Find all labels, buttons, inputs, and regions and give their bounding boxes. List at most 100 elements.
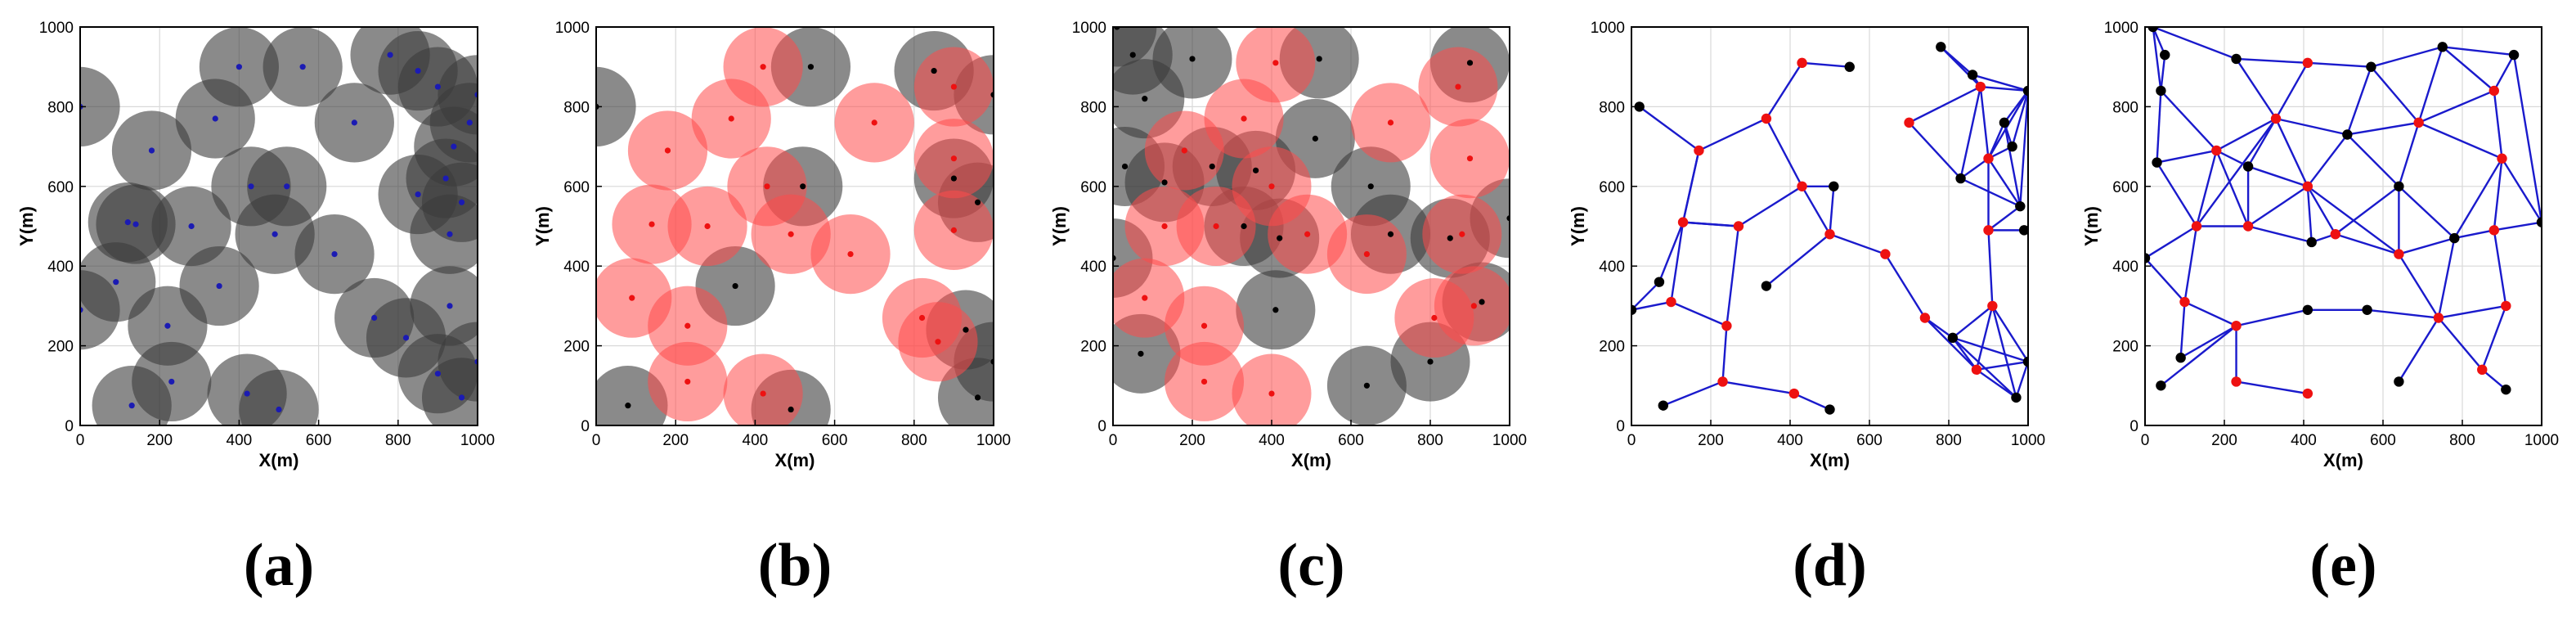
- sensor-node: [760, 64, 766, 70]
- x-tick-label: 0: [1109, 432, 1118, 449]
- network-edge: [2156, 161, 2198, 227]
- network-node: [2231, 53, 2242, 65]
- sensor-node: [684, 378, 691, 385]
- network-node: [2022, 356, 2028, 367]
- sensor-node: [212, 115, 218, 122]
- network-edge: [2454, 229, 2495, 240]
- y-tick-label: 800: [47, 99, 74, 116]
- x-axis-label: X(m): [775, 450, 815, 470]
- network-edge: [1638, 106, 1700, 151]
- network-edge: [1698, 117, 1767, 152]
- y-tick-label: 600: [1080, 179, 1106, 196]
- sensor-node: [728, 115, 734, 122]
- sensor-node: [415, 67, 421, 74]
- selected-node: [2501, 300, 2511, 312]
- network-edge: [1972, 74, 2028, 92]
- sensor-node: [1455, 83, 1461, 90]
- network-edge: [2437, 237, 2456, 318]
- selected-node: [1971, 364, 1982, 376]
- sensor-node: [1142, 295, 1148, 301]
- selected-node: [2302, 181, 2313, 191]
- sensor-node: [800, 183, 806, 190]
- sensor-node: [1268, 183, 1275, 190]
- sensor-node: [1272, 60, 1279, 66]
- network-node: [1955, 173, 1966, 184]
- x-tick-label: 400: [1259, 432, 1285, 449]
- selected-node: [2488, 225, 2499, 236]
- sensor-node: [931, 67, 937, 74]
- network-node: [2501, 384, 2511, 395]
- selected-node: [1983, 153, 1994, 164]
- sensor-node: [236, 64, 242, 70]
- sensor-node: [629, 295, 635, 301]
- sensor-node: [1121, 163, 1129, 170]
- network-edge: [1670, 222, 1685, 303]
- network-edge: [2398, 185, 2456, 239]
- network-edge: [2247, 185, 2309, 227]
- network-node: [1936, 42, 1946, 52]
- network-node: [1658, 400, 1669, 411]
- network-edge: [2215, 117, 2277, 152]
- network-node: [1999, 117, 2010, 128]
- y-tick-label: 400: [1080, 259, 1106, 276]
- y-tick-label: 800: [1599, 99, 1625, 116]
- network-edge: [1681, 150, 1700, 223]
- selected-node: [2302, 388, 2313, 399]
- sensor-node: [458, 199, 465, 205]
- network-node: [2306, 236, 2317, 248]
- network-edge: [1979, 86, 1990, 159]
- sensor-node: [788, 406, 794, 413]
- network-edge: [1987, 230, 1994, 306]
- sensor-node: [950, 155, 957, 162]
- y-tick-label: 800: [563, 99, 590, 116]
- network-node: [2394, 376, 2404, 387]
- network-node: [2156, 85, 2166, 97]
- sensor-node: [148, 147, 155, 154]
- sensor-node: [164, 322, 171, 329]
- sensor-node: [168, 378, 175, 385]
- plot-content: [1113, 27, 1510, 425]
- sensor-node: [760, 390, 766, 397]
- network-edge: [1802, 61, 1850, 68]
- network-edge: [2247, 225, 2312, 244]
- plot-content: [80, 27, 478, 425]
- x-tick-label: 200: [2211, 432, 2237, 449]
- selected-node: [2179, 296, 2190, 308]
- network-edge: [2371, 46, 2444, 68]
- network-edge: [2441, 46, 2495, 92]
- y-axis-label: Y(m): [1049, 206, 1070, 246]
- network-edge: [1952, 304, 1994, 339]
- network-edge: [1987, 158, 2022, 207]
- selected-node: [2497, 153, 2507, 164]
- network-edge: [2236, 380, 2309, 395]
- network-edge: [2438, 304, 2506, 319]
- network-edge: [2493, 158, 2503, 231]
- network-edge: [1908, 122, 1962, 179]
- network-edge: [1959, 86, 1981, 179]
- network-edge: [2145, 257, 2186, 303]
- y-tick-label: 600: [2112, 179, 2138, 196]
- x-tick-label: 400: [1777, 432, 1803, 449]
- x-tick-label: 1000: [2011, 432, 2045, 449]
- network-node: [2242, 161, 2254, 172]
- x-tick-label: 600: [1856, 432, 1883, 449]
- axes-box: [595, 26, 994, 426]
- x-tick-label: 400: [227, 432, 253, 449]
- network-node: [2302, 304, 2313, 315]
- selected-node: [1983, 225, 1994, 236]
- sensor-node: [950, 83, 957, 90]
- network-edge: [2370, 65, 2420, 124]
- sensor-node: [299, 64, 306, 70]
- network-node: [1844, 61, 1855, 72]
- sensor-node: [974, 199, 981, 205]
- sensor-node: [1161, 223, 1168, 230]
- network-edge: [1793, 392, 1830, 411]
- network-edge: [2160, 325, 2237, 387]
- network-node: [1654, 277, 1665, 287]
- network-edge: [2179, 301, 2186, 358]
- sensor-node: [1138, 350, 1144, 357]
- axes-box: [2144, 26, 2542, 426]
- network-node: [2449, 232, 2460, 244]
- y-tick-label: 400: [1599, 259, 1625, 276]
- sensor-node: [402, 335, 410, 341]
